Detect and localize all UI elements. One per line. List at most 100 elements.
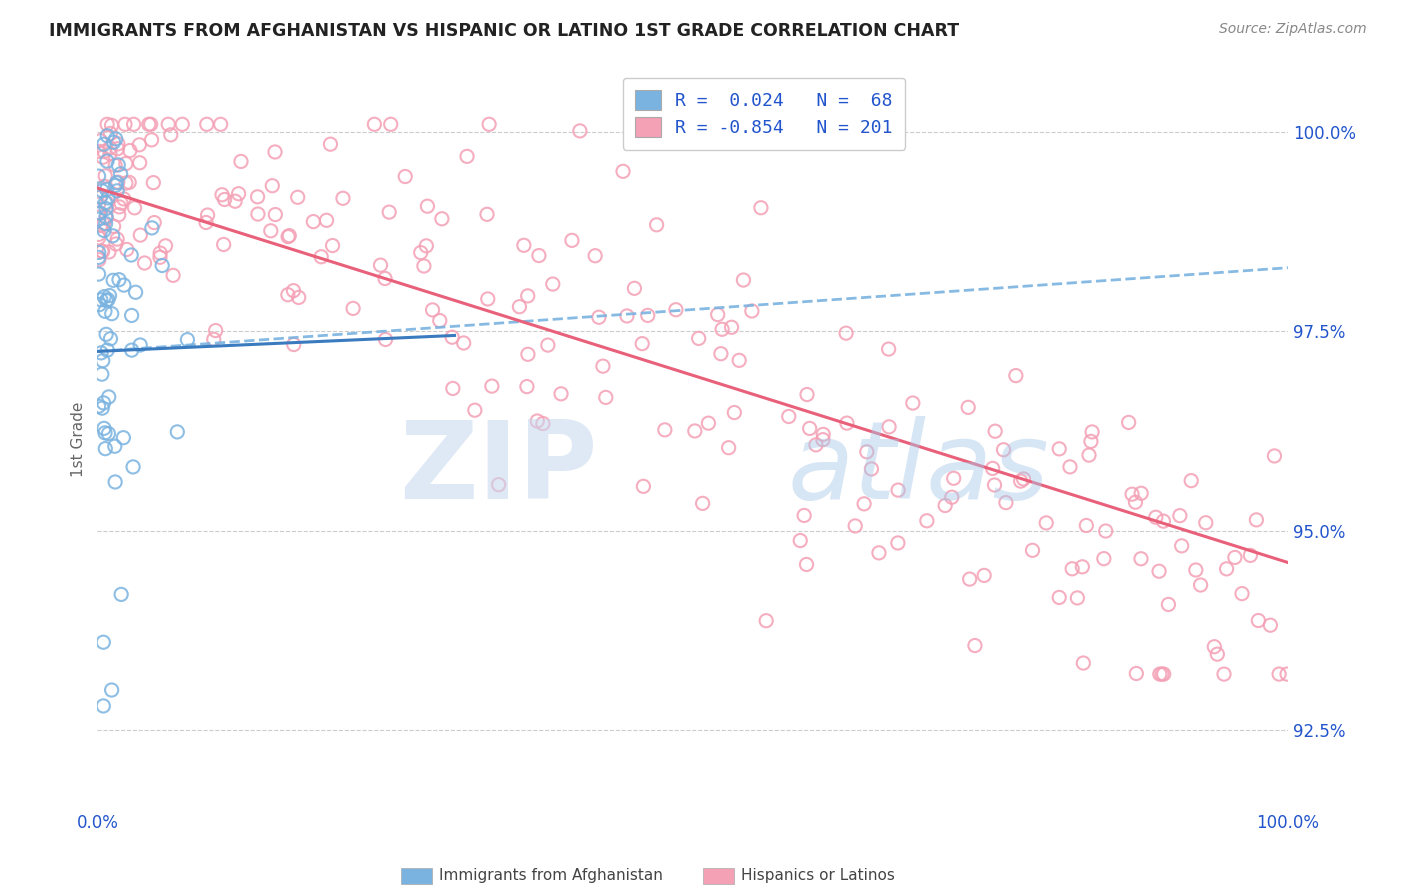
Point	[804, 438, 827, 452]
Point	[93, 217, 115, 231]
Point	[683, 424, 706, 438]
Point	[110, 587, 132, 601]
Point	[1035, 516, 1057, 530]
Point	[224, 194, 246, 209]
Point	[963, 639, 986, 653]
Point	[588, 310, 610, 325]
Point	[583, 249, 606, 263]
Point	[87, 212, 110, 227]
Point	[374, 333, 396, 347]
Point	[363, 117, 385, 131]
Point	[342, 301, 364, 316]
Point	[1275, 667, 1298, 681]
Point	[107, 158, 129, 172]
Point	[94, 195, 117, 210]
Point	[104, 178, 127, 193]
Point	[121, 309, 143, 323]
Point	[91, 184, 114, 198]
Point	[1185, 563, 1208, 577]
Point	[91, 698, 114, 713]
Point	[87, 145, 110, 159]
Point	[246, 207, 269, 221]
Point	[93, 223, 115, 237]
Point	[1047, 591, 1070, 605]
Point	[87, 251, 110, 265]
Point	[107, 208, 129, 222]
Point	[172, 117, 194, 131]
Point	[993, 442, 1015, 457]
Point	[246, 190, 269, 204]
Point	[89, 297, 111, 311]
Point	[104, 439, 127, 453]
Point	[1204, 640, 1226, 654]
Point	[202, 332, 225, 346]
Point	[481, 379, 503, 393]
Point	[835, 416, 858, 430]
Point	[87, 245, 110, 260]
Point	[122, 117, 145, 131]
Point	[394, 169, 416, 184]
Point	[1206, 647, 1229, 661]
Point	[981, 461, 1004, 475]
Point	[89, 206, 111, 220]
Point	[107, 136, 129, 151]
Point	[195, 215, 218, 229]
Point	[155, 239, 177, 253]
Point	[796, 558, 818, 572]
Point	[90, 293, 112, 307]
Point	[1260, 618, 1282, 632]
Point	[264, 208, 287, 222]
Point	[89, 134, 111, 148]
Point	[138, 117, 160, 131]
Point	[96, 117, 118, 131]
Point	[983, 478, 1005, 492]
Point	[654, 423, 676, 437]
Point	[87, 231, 110, 245]
Point	[941, 490, 963, 504]
Point	[1047, 442, 1070, 456]
Point	[211, 187, 233, 202]
Point	[90, 219, 112, 233]
Point	[1010, 474, 1032, 488]
Point	[93, 396, 115, 410]
Point	[1195, 516, 1218, 530]
Point	[537, 338, 560, 352]
Point	[1223, 550, 1246, 565]
Point	[1215, 562, 1237, 576]
Point	[380, 117, 402, 131]
Point	[90, 367, 112, 381]
Point	[166, 425, 188, 439]
Point	[706, 308, 728, 322]
Point	[488, 477, 510, 491]
Point	[97, 293, 120, 307]
Point	[720, 320, 742, 334]
Point	[631, 336, 654, 351]
Point	[1076, 518, 1098, 533]
Point	[157, 117, 180, 131]
Point	[868, 546, 890, 560]
Point	[453, 336, 475, 351]
Point	[749, 201, 772, 215]
Point	[93, 145, 115, 159]
Point	[105, 184, 128, 198]
Point	[422, 302, 444, 317]
Point	[717, 441, 740, 455]
Point	[150, 259, 173, 273]
Point	[1157, 598, 1180, 612]
Point	[96, 182, 118, 196]
Point	[94, 202, 117, 216]
Point	[531, 417, 554, 431]
Point	[412, 259, 434, 273]
Point	[1168, 508, 1191, 523]
Point	[87, 197, 110, 211]
Point	[1059, 459, 1081, 474]
Point	[104, 158, 127, 172]
Point	[87, 169, 110, 183]
Point	[98, 141, 121, 155]
Point	[697, 416, 720, 430]
Point	[96, 293, 118, 308]
Point	[856, 445, 879, 459]
Point	[811, 433, 834, 447]
Point	[97, 426, 120, 441]
Point	[688, 331, 710, 345]
